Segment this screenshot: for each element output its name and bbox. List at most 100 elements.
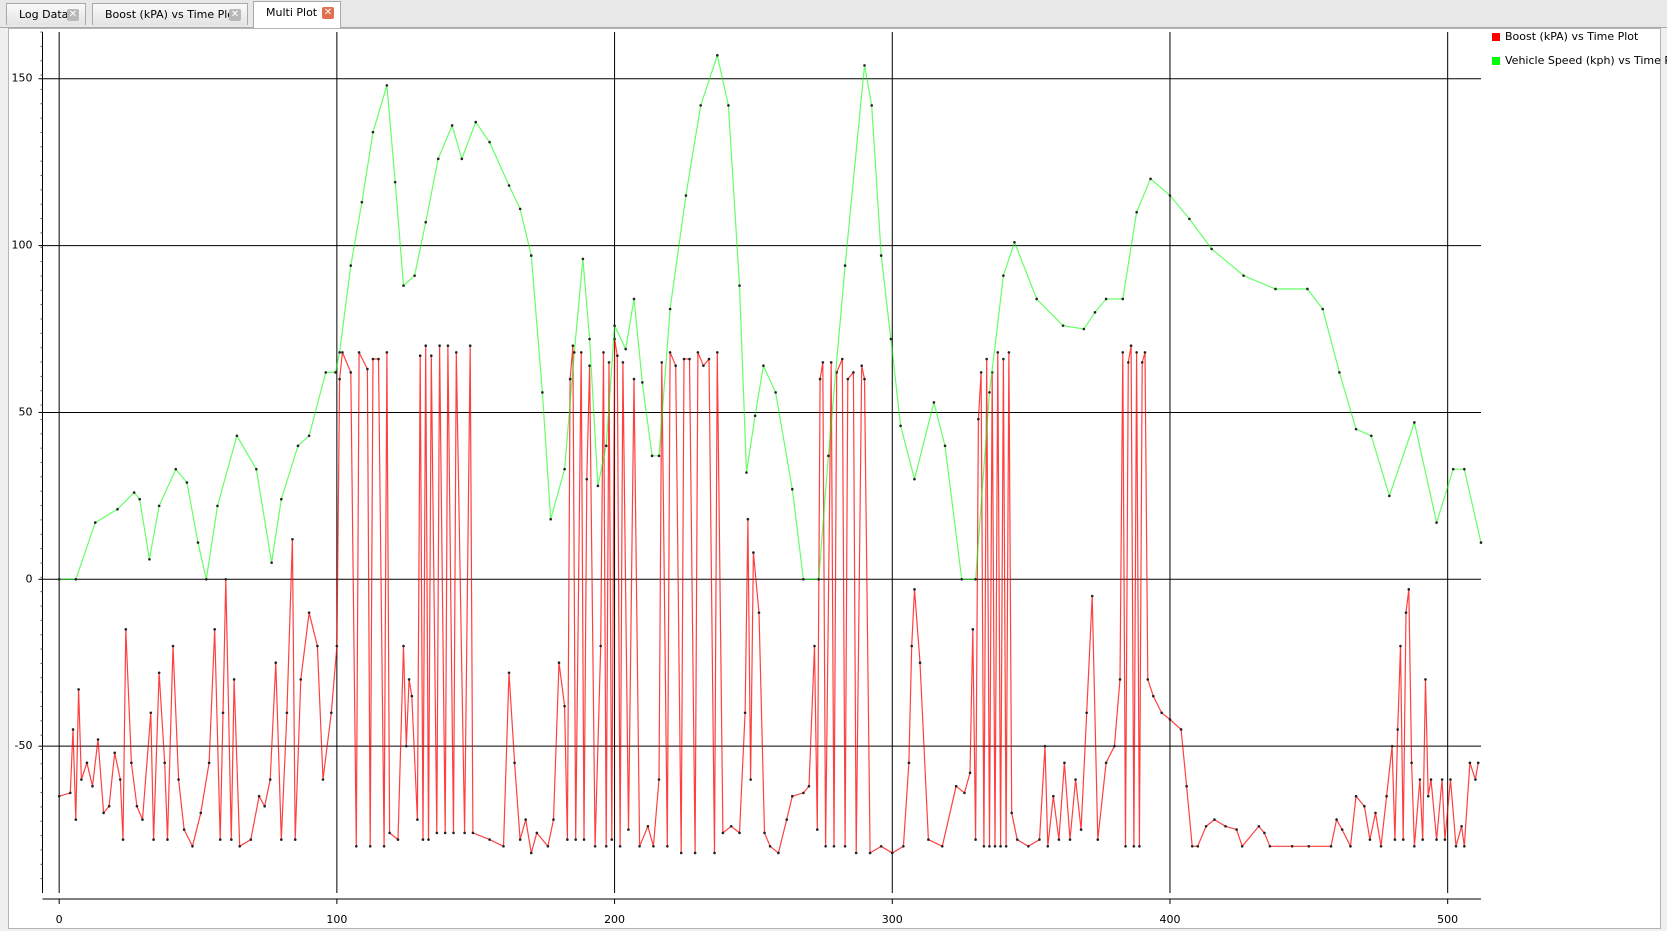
data-point <box>388 831 391 835</box>
data-point <box>604 444 608 448</box>
x-tick-label: 100 <box>326 913 347 926</box>
data-point <box>1121 297 1125 301</box>
data-point <box>113 751 117 755</box>
data-point <box>852 371 855 374</box>
data-point <box>1307 844 1311 848</box>
data-point <box>463 831 466 835</box>
data-point <box>1090 594 1094 598</box>
data-point <box>1463 844 1466 848</box>
data-point <box>1068 838 1072 841</box>
data-point <box>707 357 711 361</box>
tab[interactable]: Multi Plot ✕ <box>253 1 341 28</box>
data-point <box>368 844 372 848</box>
data-point <box>427 838 430 841</box>
data-point <box>762 364 765 368</box>
data-point <box>827 454 830 458</box>
data-point <box>524 818 528 821</box>
data-point <box>579 351 583 354</box>
close-button[interactable]: ✕ <box>322 7 334 19</box>
data-point <box>360 200 364 204</box>
data-point <box>535 831 539 835</box>
data-point <box>960 578 963 581</box>
data-point <box>1168 718 1172 721</box>
close-button[interactable]: ✕ <box>67 9 79 21</box>
data-point <box>1127 361 1130 364</box>
data-point <box>1274 287 1277 291</box>
data-point <box>1138 844 1141 848</box>
data-point <box>157 504 161 508</box>
data-point <box>1007 351 1011 354</box>
data-point <box>846 377 850 381</box>
data-point <box>613 324 616 327</box>
data-point <box>1093 311 1097 314</box>
data-point <box>757 611 761 614</box>
data-point <box>657 778 661 781</box>
data-point <box>224 578 228 581</box>
data-point <box>107 804 111 808</box>
data-point <box>785 818 789 821</box>
data-point <box>927 838 930 841</box>
legend-swatch <box>1492 33 1500 41</box>
data-point <box>1160 711 1163 715</box>
data-point <box>652 844 655 848</box>
data-point <box>507 184 511 187</box>
data-point <box>230 838 233 841</box>
close-button[interactable]: ✕ <box>229 9 241 21</box>
tab[interactable]: Log Data ✕ <box>6 3 86 25</box>
data-point <box>854 851 858 855</box>
data-point <box>518 838 522 841</box>
data-point <box>460 157 464 161</box>
data-point <box>191 844 194 848</box>
data-point <box>157 671 161 675</box>
data-point <box>1135 351 1138 354</box>
data-point <box>85 761 89 765</box>
data-point <box>982 844 986 848</box>
data-point <box>424 220 428 224</box>
data-point <box>829 361 833 364</box>
data-point <box>954 784 958 788</box>
data-point <box>121 838 125 841</box>
y-tick-label: -50 <box>15 739 33 752</box>
data-point <box>679 851 683 855</box>
data-point <box>1210 247 1213 251</box>
data-point <box>568 377 572 381</box>
data-point <box>1038 838 1041 841</box>
data-point <box>1152 694 1155 698</box>
data-point <box>402 644 405 648</box>
data-point <box>1460 824 1463 828</box>
data-point <box>993 844 997 848</box>
tab[interactable]: Boost (kPA) vs Time Plot ✕ <box>92 3 248 25</box>
data-point <box>571 344 575 347</box>
data-point <box>257 794 261 798</box>
data-point <box>57 794 61 798</box>
data-point <box>293 838 297 841</box>
data-point <box>232 678 236 681</box>
data-point <box>446 344 450 347</box>
tab-label: Boost (kPA) vs Time Plot <box>105 8 239 21</box>
data-point <box>1168 194 1172 197</box>
data-point <box>977 417 980 421</box>
data-point <box>582 838 586 841</box>
data-point <box>627 828 630 831</box>
data-point <box>1335 818 1338 821</box>
data-point <box>404 744 408 748</box>
data-point <box>421 838 425 841</box>
y-tick-label: 150 <box>12 72 33 85</box>
data-point <box>291 537 294 541</box>
data-point <box>940 844 944 848</box>
data-point <box>1329 844 1333 848</box>
legend-swatch <box>1492 57 1500 65</box>
data-point <box>330 711 333 715</box>
data-point <box>1474 778 1477 781</box>
data-point <box>1435 838 1438 841</box>
data-point <box>1418 778 1422 781</box>
data-point <box>124 628 128 631</box>
data-point <box>1390 744 1394 748</box>
data-point <box>738 284 741 287</box>
data-point <box>274 661 278 665</box>
x-tick-label: 500 <box>1437 913 1458 926</box>
data-point <box>621 361 625 364</box>
data-point <box>749 778 752 781</box>
data-point <box>74 578 78 581</box>
data-point <box>1435 521 1438 524</box>
